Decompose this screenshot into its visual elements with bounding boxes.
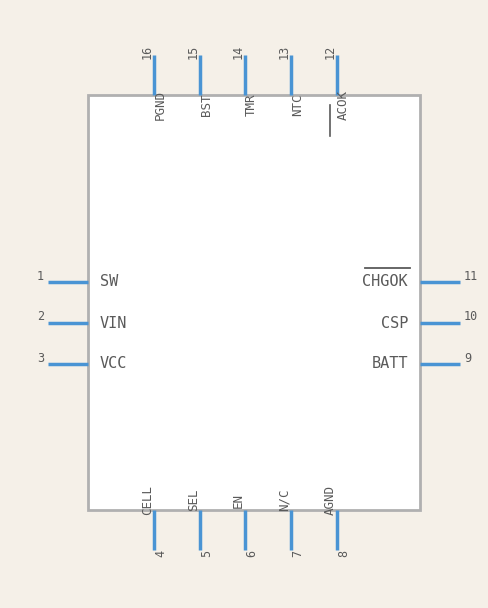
- Text: 6: 6: [245, 550, 258, 556]
- Text: PGND: PGND: [154, 90, 167, 120]
- Text: 7: 7: [291, 550, 304, 556]
- Text: 4: 4: [154, 550, 167, 556]
- Text: 16: 16: [141, 45, 154, 59]
- Text: SW: SW: [100, 274, 118, 289]
- Text: AGND: AGND: [324, 485, 337, 515]
- Text: 2: 2: [37, 311, 44, 323]
- Text: TMR: TMR: [245, 94, 258, 116]
- Text: SEL: SEL: [187, 489, 200, 511]
- Text: VCC: VCC: [100, 356, 127, 371]
- Text: 11: 11: [464, 269, 478, 283]
- Text: 15: 15: [187, 45, 200, 59]
- Text: BST: BST: [200, 94, 213, 116]
- Text: ACOK: ACOK: [337, 90, 350, 120]
- Bar: [88, 95, 420, 510]
- Text: BATT: BATT: [371, 356, 408, 371]
- Text: EN: EN: [232, 492, 245, 508]
- Text: 3: 3: [37, 351, 44, 365]
- Text: CSP: CSP: [381, 316, 408, 331]
- Text: CHGOK: CHGOK: [363, 274, 408, 289]
- Text: VIN: VIN: [100, 316, 127, 331]
- Text: 12: 12: [324, 45, 337, 59]
- Text: 8: 8: [337, 550, 350, 556]
- Text: 9: 9: [464, 351, 471, 365]
- Text: N/C: N/C: [278, 489, 291, 511]
- Text: NTC: NTC: [291, 94, 304, 116]
- Text: 1: 1: [37, 269, 44, 283]
- Text: 5: 5: [200, 550, 213, 556]
- Text: 10: 10: [464, 311, 478, 323]
- Text: 13: 13: [278, 45, 291, 59]
- Text: CELL: CELL: [141, 485, 154, 515]
- Text: 14: 14: [232, 45, 245, 59]
